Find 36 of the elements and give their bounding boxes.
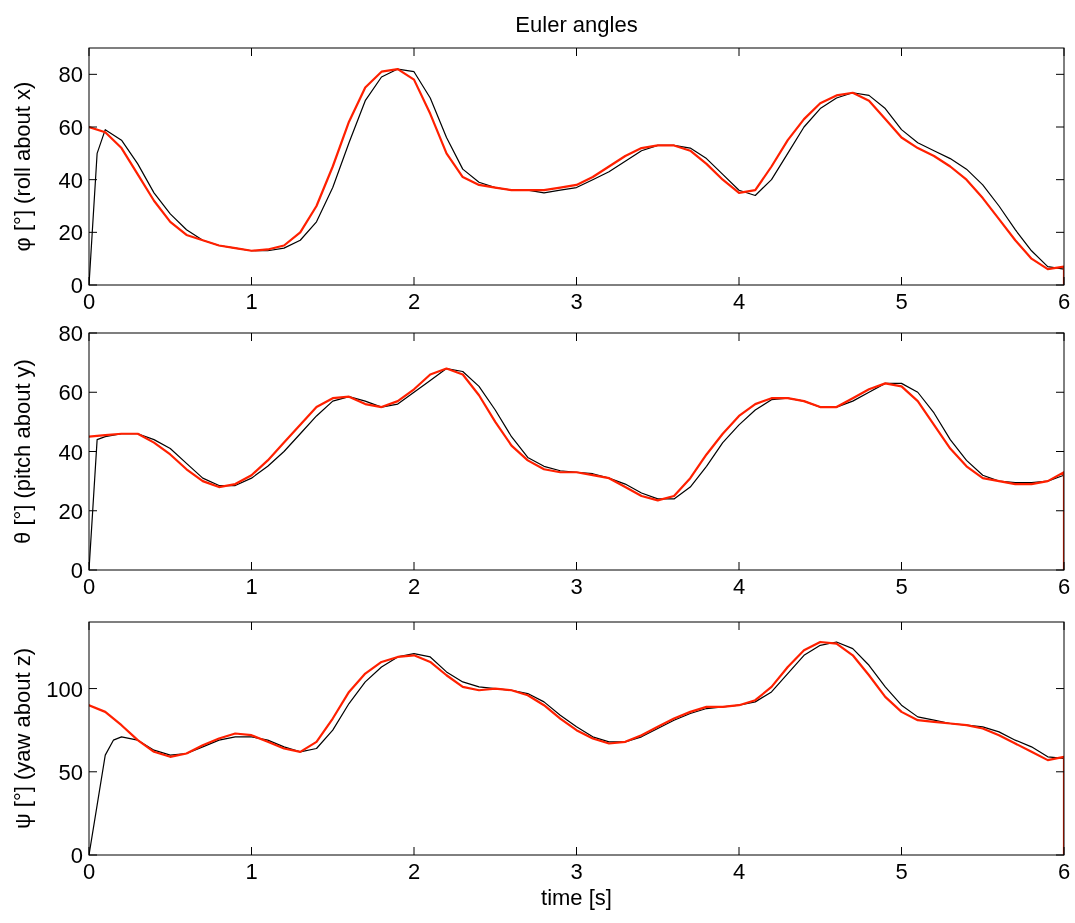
y-tick-label: 0	[70, 843, 83, 868]
x-tick-label: 1	[245, 289, 258, 314]
x-tick-label: 5	[895, 574, 908, 599]
x-tick-label: 5	[895, 859, 908, 884]
x-tick-label: 3	[570, 574, 583, 599]
x-tick-label: 1	[245, 574, 258, 599]
y-tick-label: 100	[46, 676, 83, 702]
x-tick-label: 3	[570, 289, 583, 314]
chart-title: Euler angles	[515, 12, 638, 37]
x-tick-label: 6	[1057, 574, 1071, 599]
y-axis-title: φ [°] (roll about x)	[10, 81, 35, 252]
x-tick-label: 3	[570, 859, 583, 884]
x-tick-label: 2	[407, 859, 421, 884]
x-tick-label: 6	[1057, 859, 1071, 884]
y-tick-label: 20	[58, 220, 83, 246]
y-tick-label: 20	[58, 498, 83, 524]
y-tick-label: 50	[58, 759, 83, 785]
x-tick-label: 4	[732, 574, 746, 599]
y-tick-label: 60	[58, 115, 83, 140]
y-tick-label: 0	[70, 273, 83, 298]
y-tick-label: 40	[58, 439, 83, 465]
x-axis-title: time [s]	[541, 885, 612, 910]
y-tick-label: 40	[58, 167, 83, 193]
x-tick-label: 2	[407, 574, 421, 599]
x-tick-label: 6	[1057, 289, 1071, 314]
y-tick-label: 80	[58, 62, 83, 88]
y-axis-title: ψ [°] (yaw about z)	[10, 648, 35, 829]
x-tick-label: 1	[245, 859, 258, 884]
x-tick-label: 2	[407, 289, 421, 314]
x-tick-label: 5	[895, 289, 908, 314]
y-tick-label: 60	[58, 380, 83, 406]
y-tick-label: 80	[58, 321, 83, 346]
y-axis-title: θ [°] (pitch about y)	[10, 359, 35, 544]
x-tick-label: 4	[732, 859, 746, 884]
y-tick-label: 0	[70, 558, 83, 583]
x-tick-label: 4	[732, 289, 746, 314]
